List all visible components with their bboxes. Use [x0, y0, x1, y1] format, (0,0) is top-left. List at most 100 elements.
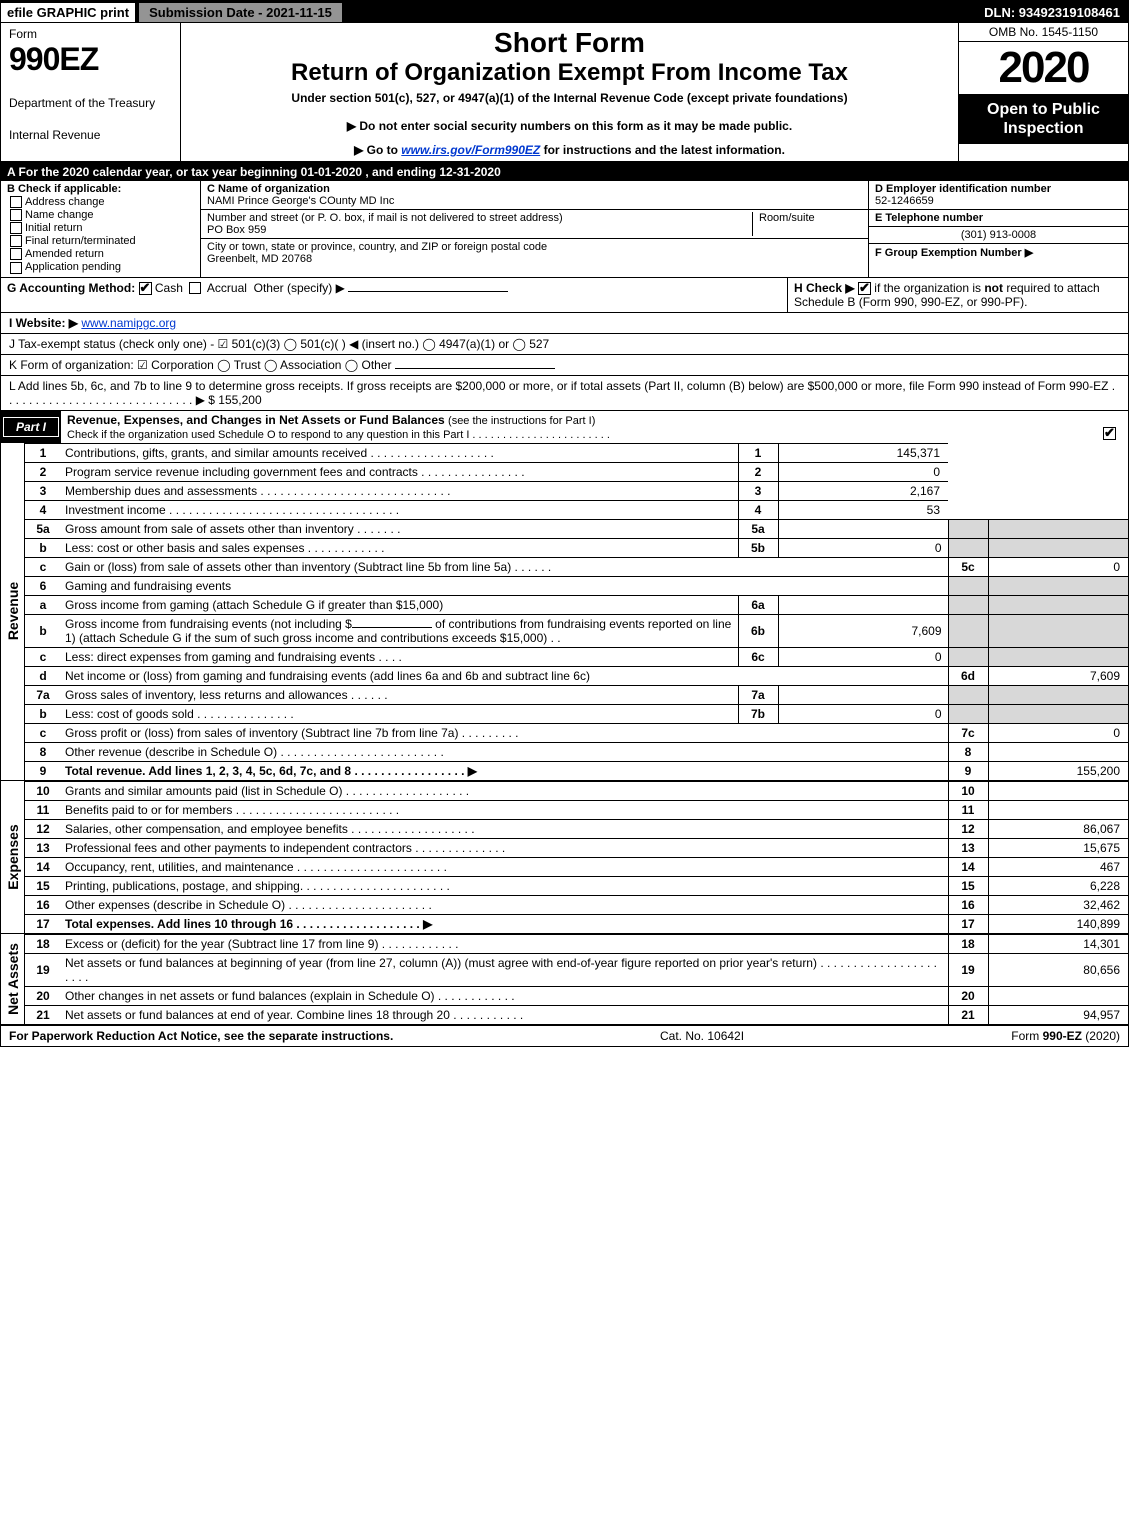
D-ein-label: D Employer identification number: [875, 183, 1122, 195]
line-K: K Form of organization: ☑ Corporation ◯ …: [1, 355, 1128, 376]
short-form: Short Form: [189, 27, 950, 59]
line-11: 11Benefits paid to or for members . . . …: [25, 800, 1128, 819]
dln: DLN: 93492319108461: [976, 3, 1128, 22]
page-footer: For Paperwork Reduction Act Notice, see …: [1, 1026, 1128, 1046]
org-block: B Check if applicable: Address change Na…: [1, 181, 1128, 278]
tax-year: 2020: [959, 42, 1128, 94]
G-label: G Accounting Method:: [7, 281, 135, 295]
header-right: OMB No. 1545-1150 2020 Open to Public In…: [958, 23, 1128, 161]
line-19: 19Net assets or fund balances at beginni…: [25, 953, 1128, 986]
line-18: 18Excess or (deficit) for the year (Subt…: [25, 934, 1128, 953]
line-5a: 5aGross amount from sale of assets other…: [25, 519, 1128, 538]
C-city: City or town, state or province, country…: [201, 239, 868, 267]
goto-pre: ▶ Go to: [354, 143, 401, 157]
line-10: 10Grants and similar amounts paid (list …: [25, 781, 1128, 800]
website-link[interactable]: www.namipgc.org: [81, 316, 176, 330]
room-suite-label: Room/suite: [752, 212, 862, 236]
irs-link[interactable]: www.irs.gov/Form990EZ: [401, 143, 540, 157]
ssn-warning: ▶ Do not enter social security numbers o…: [189, 119, 950, 133]
form-label: Form: [9, 27, 172, 41]
section-DEF: D Employer identification number 52-1246…: [868, 181, 1128, 277]
6b-notincl-input[interactable]: [352, 627, 432, 628]
expenses-table: 10Grants and similar amounts paid (list …: [25, 781, 1128, 933]
form-subtitle: Under section 501(c), 527, or 4947(a)(1)…: [189, 91, 950, 105]
line-13: 13Professional fees and other payments t…: [25, 838, 1128, 857]
C-name: C Name of organization NAMI Prince Georg…: [201, 181, 868, 210]
revenue-sidelabel: Revenue: [1, 443, 25, 780]
omb: OMB No. 1545-1150: [959, 23, 1128, 42]
line-I: I Website: ▶ www.namipgc.org: [1, 313, 1128, 334]
form-page: efile GRAPHIC print Submission Date - 20…: [0, 0, 1129, 1047]
line-2: 2Program service revenue including gover…: [25, 462, 1128, 481]
row-G-H: G Accounting Method: Cash Accrual Other …: [1, 278, 1128, 313]
line-8: 8Other revenue (describe in Schedule O) …: [25, 742, 1128, 761]
dept1: Department of the Treasury: [9, 96, 172, 110]
chk-name-change[interactable]: Name change: [7, 209, 194, 221]
header: Form 990EZ Department of the Treasury In…: [1, 23, 1128, 163]
K-other-input[interactable]: [395, 368, 555, 369]
L-text: L Add lines 5b, 6c, and 7b to line 9 to …: [9, 379, 1115, 407]
open-to-public: Open to Public Inspection: [959, 94, 1128, 144]
line-3: 3Membership dues and assessments . . . .…: [25, 481, 1128, 500]
top-bar: efile GRAPHIC print Submission Date - 20…: [1, 1, 1128, 23]
I-label: I Website: ▶: [9, 316, 78, 330]
goto-line: ▶ Go to www.irs.gov/Form990EZ for instru…: [189, 143, 950, 157]
efile-label: efile GRAPHIC print: [1, 3, 135, 22]
E-phone: E Telephone number: [869, 210, 1128, 227]
chk-final-return[interactable]: Final return/terminated: [7, 235, 194, 247]
line-G: G Accounting Method: Cash Accrual Other …: [1, 278, 788, 312]
line-H: H Check ▶ if the organization is not req…: [788, 278, 1128, 312]
line-12: 12Salaries, other compensation, and empl…: [25, 819, 1128, 838]
chk-initial-return[interactable]: Initial return: [7, 222, 194, 234]
chk-application-pending[interactable]: Application pending: [7, 261, 194, 273]
chk-cash[interactable]: [139, 282, 152, 295]
line-20: 20Other changes in net assets or fund ba…: [25, 986, 1128, 1005]
header-left: Form 990EZ Department of the Treasury In…: [1, 23, 181, 161]
line-J: J Tax-exempt status (check only one) - ☑…: [1, 334, 1128, 355]
expenses-section: Expenses 10Grants and similar amounts pa…: [1, 781, 1128, 934]
part-I-check: Check if the organization used Schedule …: [67, 429, 610, 441]
C-addr-label: Number and street (or P. O. box, if mail…: [207, 212, 752, 224]
netassets-section: Net Assets 18Excess or (deficit) for the…: [1, 934, 1128, 1026]
chk-schedule-o[interactable]: [1103, 427, 1116, 440]
line-6: 6Gaming and fundraising events: [25, 576, 1128, 595]
chk-schedule-b[interactable]: [858, 282, 871, 295]
line-21: 21Net assets or fund balances at end of …: [25, 1005, 1128, 1024]
F-label: F Group Exemption Number ▶: [875, 247, 1033, 259]
footer-mid: Cat. No. 10642I: [660, 1029, 920, 1043]
part-I-label: Part I: [3, 417, 59, 437]
chk-amended-return[interactable]: Amended return: [7, 248, 194, 260]
line-6c: cLess: direct expenses from gaming and f…: [25, 647, 1128, 666]
goto-post: for instructions and the latest informat…: [540, 143, 785, 157]
ein: 52-1246659: [875, 195, 1122, 207]
org-name: NAMI Prince George's COunty MD Inc: [207, 195, 862, 207]
line-L: L Add lines 5b, 6c, and 7b to line 9 to …: [1, 376, 1128, 411]
section-B: B Check if applicable: Address change Na…: [1, 181, 201, 277]
other-specify-input[interactable]: [348, 291, 508, 292]
line-9: 9Total revenue. Add lines 1, 2, 3, 4, 5c…: [25, 761, 1128, 780]
line-7a: 7aGross sales of inventory, less returns…: [25, 685, 1128, 704]
org-address: PO Box 959: [207, 224, 752, 236]
line-6d: dNet income or (loss) from gaming and fu…: [25, 666, 1128, 685]
submission-date: Submission Date - 2021-11-15: [139, 3, 342, 22]
line-7c: cGross profit or (loss) from sales of in…: [25, 723, 1128, 742]
dept2: Internal Revenue: [9, 128, 172, 142]
chk-accrual[interactable]: [189, 282, 201, 294]
part-I-bar: Part I Revenue, Expenses, and Changes in…: [1, 411, 1128, 443]
line-5b: bLess: cost or other basis and sales exp…: [25, 538, 1128, 557]
line-14: 14Occupancy, rent, utilities, and mainte…: [25, 857, 1128, 876]
line-1: 1Contributions, gifts, grants, and simil…: [25, 443, 1128, 462]
revenue-section: Revenue 1Contributions, gifts, grants, a…: [1, 443, 1128, 781]
revenue-table: 1Contributions, gifts, grants, and simil…: [25, 443, 1128, 780]
footer-right: Form 990-EZ (2020): [920, 1029, 1120, 1043]
section-C: C Name of organization NAMI Prince Georg…: [201, 181, 868, 277]
footer-left: For Paperwork Reduction Act Notice, see …: [9, 1029, 660, 1043]
line-15: 15Printing, publications, postage, and s…: [25, 876, 1128, 895]
part-I-title: Revenue, Expenses, and Changes in Net As…: [61, 411, 1128, 443]
B-label: B Check if applicable:: [7, 183, 194, 195]
E-label: E Telephone number: [875, 212, 1122, 224]
C-city-label: City or town, state or province, country…: [207, 241, 862, 253]
chk-address-change[interactable]: Address change: [7, 196, 194, 208]
D-ein: D Employer identification number 52-1246…: [869, 181, 1128, 210]
expenses-sidelabel: Expenses: [1, 781, 25, 933]
